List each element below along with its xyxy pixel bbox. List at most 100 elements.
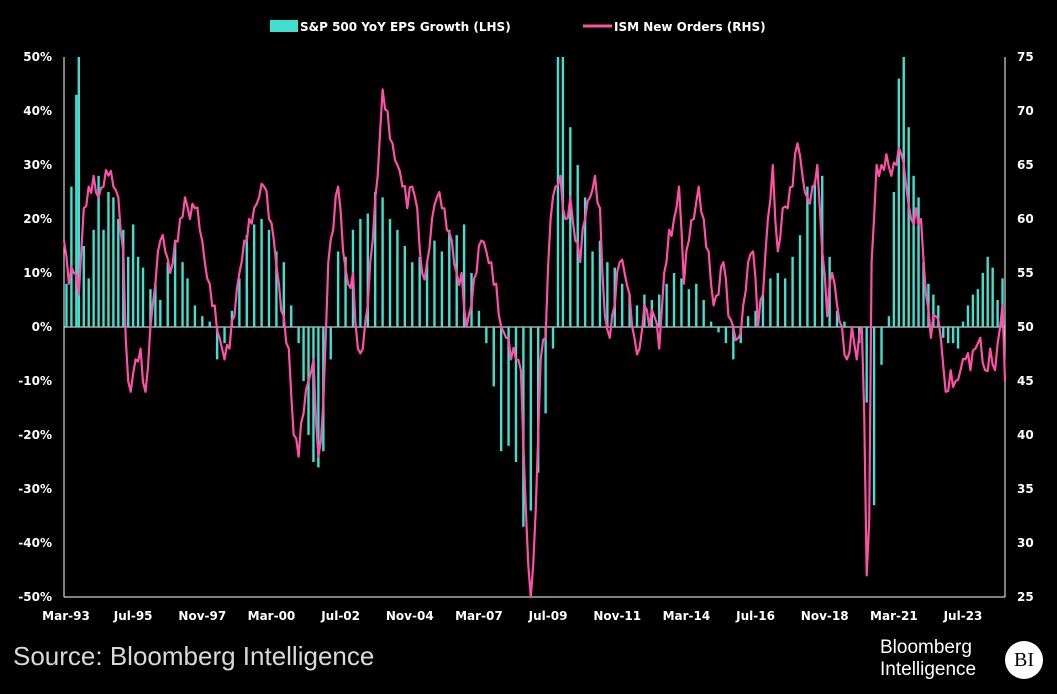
y-right-tick-label: 45 <box>1017 374 1034 388</box>
y-left-tick-label: 40% <box>23 104 52 118</box>
eps-bar <box>1001 278 1004 327</box>
x-tick-label: Jul-23 <box>943 609 983 623</box>
eps-bar <box>238 278 241 327</box>
bloomberg-intelligence-logo: Bloomberg Intelligence BI <box>880 637 1050 687</box>
eps-bar <box>455 235 458 327</box>
eps-bar <box>366 213 369 327</box>
eps-bar <box>912 175 915 327</box>
eps-bar <box>141 267 145 327</box>
eps-bar <box>499 327 503 452</box>
eps-bar <box>976 289 980 327</box>
eps-bar <box>97 175 100 327</box>
x-tick-label: Jul-16 <box>735 609 775 623</box>
eps-bar <box>282 262 286 327</box>
eps-bar <box>887 316 891 327</box>
x-tick-label: Nov-04 <box>386 609 434 623</box>
y-left-tick-label: 20% <box>23 212 52 226</box>
x-tick-label: Jul-02 <box>320 609 360 623</box>
eps-bar <box>544 327 547 414</box>
logo-line-1: Bloomberg <box>880 637 972 658</box>
eps-bar <box>260 219 263 327</box>
y-left-tick-label: 10% <box>23 266 52 280</box>
eps-bar <box>433 240 436 327</box>
eps-bar <box>942 327 945 338</box>
chart: S&P 500 YoY EPS Growth (LHS) ISM New Ord… <box>18 20 1034 623</box>
y-left-tick-label: 50% <box>23 50 52 64</box>
bi-badge-icon: BI <box>1005 641 1043 679</box>
eps-bar <box>70 186 73 327</box>
y-left-tick-label: -50% <box>18 590 52 604</box>
eps-bar <box>902 57 905 327</box>
x-tick-label: Jul-95 <box>113 609 153 623</box>
ism-line <box>62 88 1007 599</box>
eps-bar <box>112 197 115 327</box>
eps-bar <box>317 327 320 468</box>
y-right-tick-label: 65 <box>1017 158 1034 172</box>
eps-bar <box>186 278 189 327</box>
eps-bar <box>583 197 587 327</box>
eps-bar <box>336 251 340 327</box>
eps-bar <box>937 305 940 327</box>
eps-bar <box>149 289 152 327</box>
eps-bar <box>92 229 95 327</box>
y-axis-left-ticks: -50% -40% -30% -20% -10% 0% 10% 20% 30% 40% 50% <box>18 50 52 604</box>
eps-bar <box>82 246 85 327</box>
y-left-tick-label: 30% <box>23 158 52 172</box>
eps-bar <box>880 327 883 365</box>
eps-bar <box>223 327 226 344</box>
legend-label-ism: ISM New Orders (RHS) <box>614 20 766 34</box>
eps-bar <box>776 273 779 327</box>
eps-bar <box>440 251 444 327</box>
eps-bar <box>396 229 399 327</box>
x-tick-label: Nov-97 <box>178 609 226 623</box>
eps-bar <box>302 327 305 381</box>
eps-bar <box>448 229 451 327</box>
eps-bar <box>843 321 846 327</box>
eps-bar <box>628 294 631 327</box>
eps-bar <box>635 305 639 327</box>
eps-bar <box>813 181 817 327</box>
legend: S&P 500 YoY EPS Growth (LHS) ISM New Ord… <box>270 20 766 34</box>
eps-bar <box>561 57 565 327</box>
eps-bar <box>425 262 429 327</box>
y-right-tick-label: 40 <box>1017 428 1034 442</box>
eps-bar <box>754 310 757 327</box>
eps-bar <box>381 197 384 327</box>
y-left-tick-label: -10% <box>18 374 52 388</box>
y-right-tick-label: 30 <box>1017 536 1034 550</box>
eps-bar <box>245 235 248 327</box>
eps-bar <box>252 224 256 327</box>
eps-bar <box>418 256 421 327</box>
eps-bar <box>131 224 135 327</box>
eps-bar <box>329 327 332 360</box>
eps-bar <box>783 278 787 327</box>
eps-bar <box>65 283 68 327</box>
ism-new-orders-line <box>62 88 1007 599</box>
y-axis-right-ticks: 25 30 35 40 45 50 55 60 65 70 75 <box>1017 50 1034 604</box>
eps-bar <box>373 192 377 327</box>
eps-bar <box>991 267 994 327</box>
eps-bar <box>658 294 661 327</box>
eps-bar <box>507 327 510 446</box>
eps-bar <box>907 127 910 327</box>
eps-bar <box>388 219 392 327</box>
y-right-tick-label: 55 <box>1017 266 1034 280</box>
eps-bar <box>956 327 960 349</box>
eps-bar <box>215 327 219 360</box>
y-right-tick-label: 75 <box>1017 50 1034 64</box>
eps-bar <box>117 219 120 327</box>
eps-bar <box>102 229 105 327</box>
x-tick-label: Nov-18 <box>801 609 849 623</box>
x-tick-label: Jul-09 <box>528 609 568 623</box>
eps-bar <box>193 305 197 327</box>
eps-bar <box>922 262 925 327</box>
eps-bar <box>275 251 278 327</box>
eps-bar <box>761 294 765 327</box>
eps-bar <box>485 327 488 344</box>
eps-bar <box>897 78 900 327</box>
eps-bar <box>966 305 970 327</box>
eps-bar <box>961 321 965 327</box>
y-right-tick-label: 25 <box>1017 590 1034 604</box>
eps-bar <box>687 289 691 327</box>
eps-bar <box>154 283 157 327</box>
